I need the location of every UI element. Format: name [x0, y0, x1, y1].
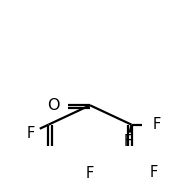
Text: F: F: [150, 165, 158, 180]
Text: F: F: [27, 126, 35, 141]
Text: O: O: [48, 98, 60, 113]
Text: F: F: [153, 117, 161, 132]
Text: F: F: [86, 166, 94, 180]
Text: F: F: [123, 134, 132, 149]
